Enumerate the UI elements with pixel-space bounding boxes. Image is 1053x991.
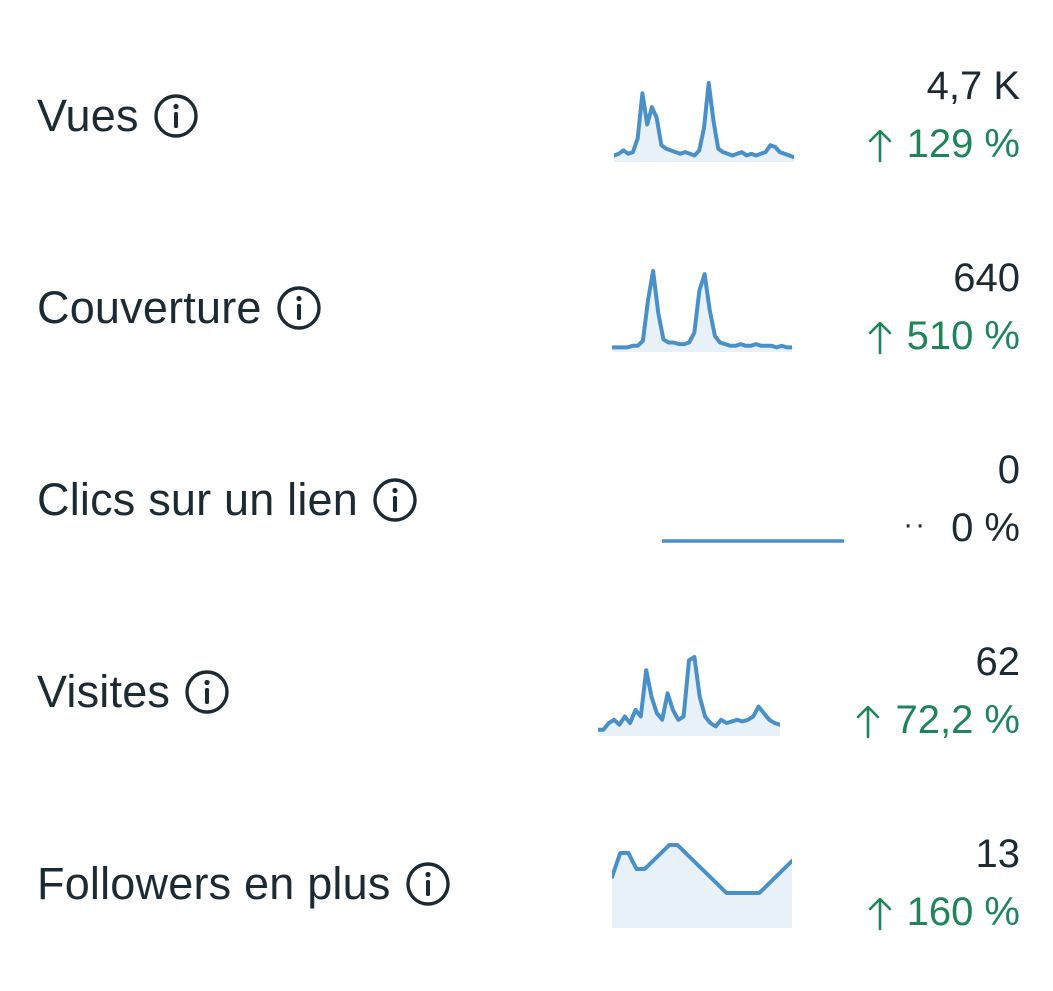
metric-label-container: Visites — [37, 666, 230, 718]
arrow-up-icon — [867, 127, 893, 163]
metric-label-container: Followers en plus — [37, 858, 451, 910]
metric-label: Vues — [37, 90, 139, 141]
sparkline — [598, 655, 780, 736]
metric-label: Clics sur un lien — [37, 474, 359, 525]
metric-row-visites[interactable]: Visites 62 72,2 % — [0, 576, 1053, 742]
sparkline-line — [612, 269, 792, 350]
sparkline-area — [612, 271, 792, 352]
sparkline — [662, 539, 844, 543]
delta-value: 129 % — [906, 122, 1020, 166]
metric-value: 4,7 K — [926, 64, 1020, 108]
delta-value: 510 % — [906, 314, 1020, 358]
metric-label-container: Vues — [37, 90, 199, 142]
neutral-dots-icon: ·· — [903, 507, 928, 541]
sparkline-line — [612, 843, 792, 895]
sparkline-area — [598, 657, 780, 736]
metric-value: 0 — [997, 448, 1020, 492]
arrow-up-icon — [867, 319, 893, 355]
metric-label: Followers en plus — [37, 858, 391, 909]
metric-label: Visites — [37, 666, 171, 717]
metric-value: 62 — [975, 640, 1021, 684]
sparkline — [614, 81, 794, 162]
info-icon[interactable] — [372, 477, 418, 523]
metric-delta: 160 % — [867, 890, 1020, 935]
metric-row-clics[interactable]: Clics sur un lien 0 ·· 0 % — [0, 384, 1053, 550]
info-icon[interactable] — [184, 669, 230, 715]
sparkline-line — [598, 655, 780, 732]
sparkline — [612, 843, 792, 928]
metric-label-container: Couverture — [37, 282, 322, 334]
sparkline-line — [614, 81, 794, 160]
metric-delta: ·· 0 % — [903, 506, 1020, 551]
sparkline — [612, 269, 792, 352]
metric-row-followers[interactable]: Followers en plus 13 160 % — [0, 768, 1053, 934]
arrow-up-icon — [867, 895, 893, 931]
arrow-up-icon — [855, 703, 881, 739]
info-icon[interactable] — [405, 861, 451, 907]
delta-value: 72,2 % — [895, 698, 1020, 742]
delta-value: 0 % — [951, 506, 1020, 550]
metric-row-couverture[interactable]: Couverture 640 510 % — [0, 192, 1053, 358]
metric-row-vues[interactable]: Vues 4,7 K 129 % — [0, 0, 1053, 166]
metric-label-container: Clics sur un lien — [37, 474, 418, 526]
metric-value: 13 — [975, 832, 1021, 876]
sparkline-area — [612, 845, 792, 928]
metric-delta: 129 % — [867, 122, 1020, 167]
delta-value: 160 % — [906, 890, 1020, 934]
metric-value: 640 — [953, 256, 1020, 300]
metric-label: Couverture — [37, 282, 262, 333]
info-icon[interactable] — [153, 93, 199, 139]
metric-delta: 72,2 % — [855, 698, 1020, 743]
info-icon[interactable] — [276, 285, 322, 331]
metric-delta: 510 % — [867, 314, 1020, 359]
